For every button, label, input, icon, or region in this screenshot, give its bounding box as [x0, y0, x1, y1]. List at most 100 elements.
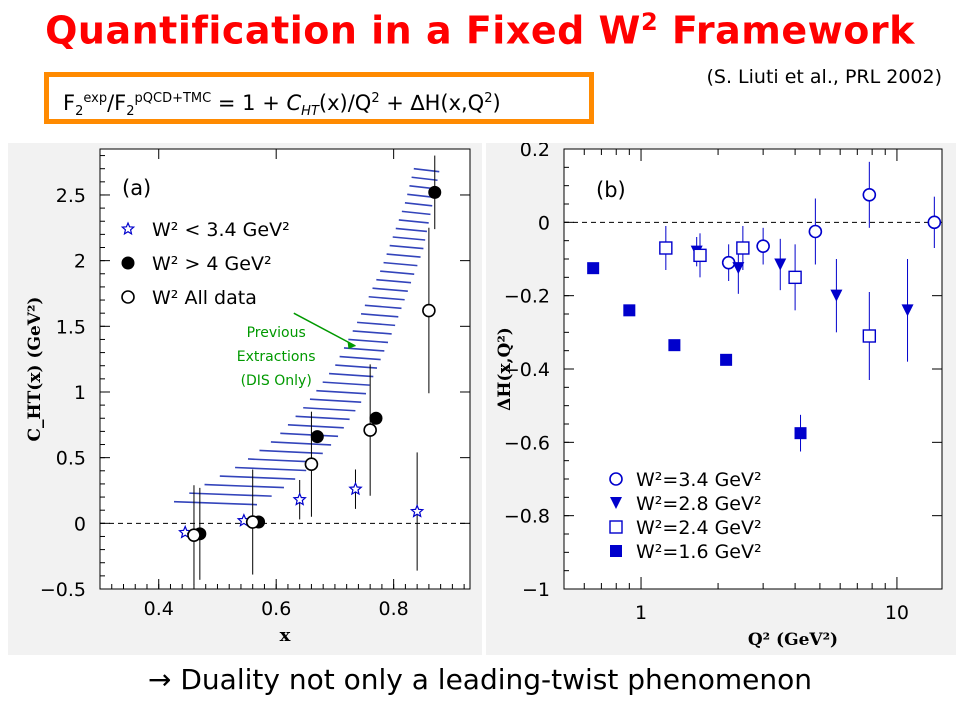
hatch-line — [389, 244, 424, 250]
formula-exp: exp — [83, 91, 108, 106]
y-tick-label-a: 0.5 — [56, 448, 86, 470]
annotation-previous-extractions: Previous Extractions (DIS Only) — [237, 312, 356, 389]
hatch-line — [189, 492, 272, 497]
hatch-line — [360, 313, 399, 318]
series-b-0 — [721, 161, 942, 281]
hatch-line — [295, 415, 350, 421]
formula-xq: (x)/Q — [318, 91, 372, 115]
footer-statement: → Duality not only a leading-twist pheno… — [0, 663, 960, 696]
formula-sq: 2 — [371, 91, 380, 106]
legend-marker-a — [120, 221, 136, 236]
footer-text: Duality not only a leading-twist phenome… — [171, 663, 812, 696]
legend-marker-b — [610, 497, 622, 509]
hatch-line — [383, 261, 418, 267]
hatch-line — [386, 253, 421, 258]
slide-title: Quantification in a Fixed W2 Framework — [0, 8, 960, 53]
formula-slash-f: /F — [107, 91, 127, 115]
formula-sub: 2 — [75, 104, 84, 120]
data-point — [409, 503, 425, 518]
y-tick-label-b: −0.2 — [504, 286, 550, 308]
data-point — [808, 224, 823, 239]
data-point — [862, 188, 877, 202]
hatch-line — [411, 176, 438, 182]
title-end: Framework — [658, 8, 915, 53]
x-axis-label-a: x — [280, 625, 291, 646]
legend-marker-b — [610, 545, 622, 557]
y-tick-label-b: −0.4 — [504, 359, 550, 381]
x-axis-label-b: Q² (GeV²) — [748, 630, 838, 650]
formula-pqcd: pQCD+TMC — [134, 91, 212, 106]
legend-a: W² < 3.4 GeV² W² > 4 GeV² W² All data — [120, 219, 290, 309]
data-point — [310, 430, 324, 444]
data-point — [587, 262, 600, 275]
data-point — [363, 423, 377, 437]
hatch-line — [364, 304, 402, 310]
panel-label-b: (b) — [596, 178, 626, 202]
data-point — [187, 528, 201, 542]
data-point — [862, 329, 877, 343]
legend-label-a: W² < 3.4 GeV² — [152, 219, 290, 241]
legend-label-b: W²=3.4 GeV² — [636, 469, 762, 491]
legend-label-b: W²=1.6 GeV² — [636, 541, 762, 563]
series-a-2 — [187, 227, 436, 586]
y-tick-label-b: −1 — [522, 579, 550, 601]
formula-ht: HT — [301, 104, 319, 120]
hatch-line — [380, 270, 415, 275]
data-point — [756, 239, 770, 253]
hatch-line — [376, 278, 412, 284]
series-b-2 — [659, 226, 877, 380]
hatch-line — [309, 398, 362, 404]
data-point — [774, 258, 787, 271]
hatch-line — [404, 202, 433, 207]
plot-frame-a — [99, 148, 471, 590]
data-point — [736, 241, 750, 255]
legend-label-a: W² All data — [152, 287, 257, 309]
data-point — [830, 289, 843, 302]
y-tick-label-a: 1 — [74, 382, 86, 404]
title-superscript: 2 — [640, 8, 659, 36]
arrow-icon: → — [148, 663, 172, 696]
y-axis-label-b: ΔH(x,Q²) — [495, 327, 515, 411]
data-point — [422, 303, 436, 318]
y-tick-label-b: −0.8 — [504, 506, 550, 528]
data-point — [693, 248, 707, 263]
y-tick-label-a: 0 — [74, 513, 86, 535]
hatch-line — [259, 449, 323, 455]
chart-a-svg: −0.5 0 0.5 1 1.5 2 2.5 0.4 0.6 0.8 x C_HT(x) (GeV²)… — [25, 148, 471, 646]
x-tick-label-a: 0.8 — [379, 598, 409, 620]
formula-box: F2exp/F2pQCD+TMC = 1 + CHT(x)/Q2 + ∆H(x,… — [44, 72, 594, 124]
hatch-line — [328, 372, 374, 378]
hatch-line — [352, 330, 392, 335]
legend-marker-a — [121, 290, 135, 304]
title-main: Quantification in a Fixed W — [45, 8, 641, 53]
legend-marker-b — [609, 472, 623, 486]
hatch-line — [303, 406, 356, 412]
y-tick-label-a: 1.5 — [56, 316, 86, 338]
annotation-arrowhead — [347, 341, 356, 350]
data-point — [927, 215, 942, 230]
data-point — [428, 185, 442, 199]
data-point — [245, 515, 260, 529]
hatch-line — [395, 227, 428, 233]
formula-close: ) — [492, 91, 501, 115]
annotation-line: Previous — [247, 325, 306, 341]
hatch-line — [348, 338, 389, 344]
x-tick-label-a: 0.6 — [261, 598, 291, 620]
y-tick-label-a: 2 — [74, 251, 86, 273]
hatch-line — [368, 295, 405, 301]
hatch-line — [372, 287, 408, 293]
hatch-line — [235, 466, 307, 472]
annotation-arrow — [293, 312, 356, 347]
legend-label-b: W²=2.8 GeV² — [636, 493, 762, 515]
hatched-band — [173, 167, 440, 506]
citation: (S. Liuti et al., PRL 2002) — [706, 66, 943, 88]
hatch-line — [316, 389, 367, 395]
formula-delta: ∆H(x,Q — [410, 91, 485, 115]
series-b-3 — [587, 262, 807, 452]
y-tick-label-a: 2.5 — [56, 185, 86, 207]
y-axis-label-a: C_HT(x) (GeV²) — [25, 297, 45, 442]
formula-f: F — [63, 91, 76, 115]
data-point — [788, 270, 802, 285]
legend-marker-b — [609, 520, 623, 534]
data-point — [369, 411, 383, 425]
